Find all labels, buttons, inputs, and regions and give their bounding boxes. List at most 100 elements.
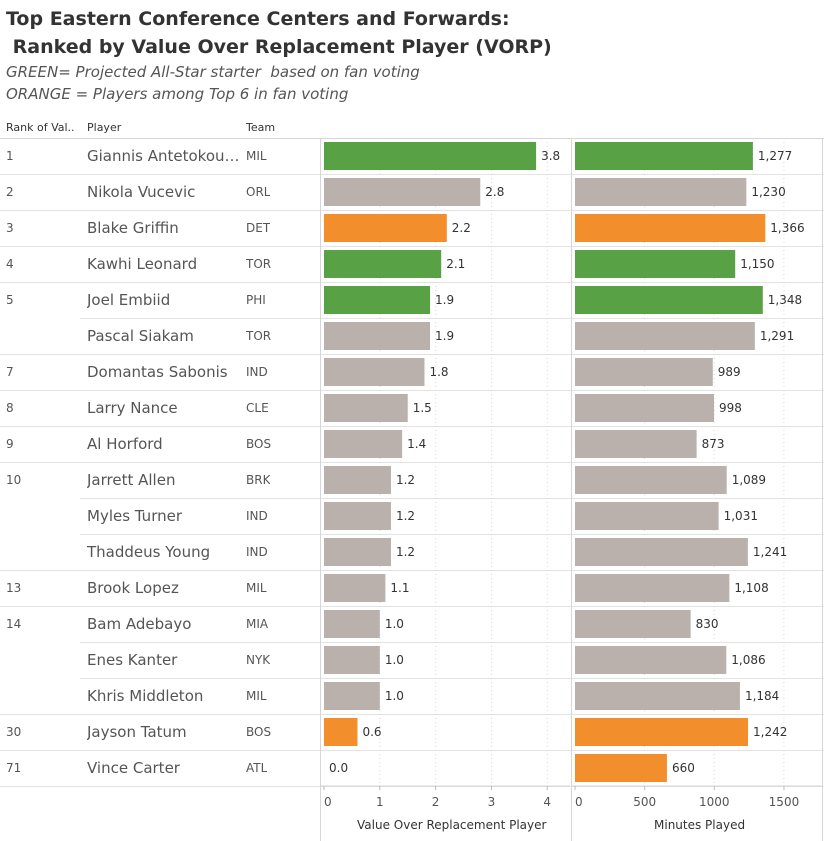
rank-cell[interactable]: 30 [6,724,22,739]
vorp-bar[interactable] [324,286,431,314]
team-code[interactable]: MIL [246,580,267,595]
minutes-bar[interactable] [575,322,755,350]
minutes-value-label: 1,348 [768,293,802,307]
vorp-bar[interactable] [324,646,380,674]
vorp-tick-label: 1 [376,795,384,809]
vorp-bar[interactable] [324,610,380,638]
vorp-bar[interactable] [324,322,431,350]
column-header-rank[interactable]: Rank of Val.. [6,121,75,134]
vorp-bar[interactable] [324,718,358,746]
vorp-bar[interactable] [324,178,481,206]
rank-cell[interactable]: 14 [6,616,22,631]
vorp-bar[interactable] [324,250,442,278]
minutes-bar[interactable] [575,250,736,278]
column-header-player[interactable]: Player [87,121,122,134]
minutes-value-label: 1,184 [745,689,779,703]
row-divider [0,714,824,715]
axis-title-minutes: Minutes Played [654,818,746,832]
vorp-tick-label: 4 [543,795,551,809]
minutes-bar[interactable] [575,646,727,674]
minutes-bar[interactable] [575,574,730,602]
rank-cell[interactable]: 4 [6,256,14,271]
rank-cell[interactable]: 2 [6,184,14,199]
team-code[interactable]: ATL [246,760,268,775]
vorp-bar[interactable] [324,358,425,386]
row-divider [80,534,824,535]
row-divider [0,426,824,427]
minutes-bar[interactable] [575,430,697,458]
row-divider [0,390,824,391]
minutes-bar[interactable] [575,394,715,422]
vorp-value-label: 1.0 [385,617,404,631]
team-code[interactable]: IND [246,544,268,559]
team-code[interactable]: PHI [246,292,266,307]
vorp-value-label: 1.0 [385,653,404,667]
minutes-bar[interactable] [575,142,753,170]
vorp-value-label: 1.5 [413,401,432,415]
minutes-bar[interactable] [575,178,747,206]
vorp-bar[interactable] [324,574,386,602]
rank-cell[interactable]: 7 [6,364,14,379]
rank-cell[interactable]: 3 [6,220,14,235]
minutes-value-label: 873 [702,437,725,451]
chart-subtitle-orange-note: ORANGE = Players among Top 6 in fan voti… [6,85,349,103]
rank-cell[interactable]: 10 [6,472,22,487]
vorp-value-label: 2.2 [452,221,471,235]
rank-cell[interactable]: 9 [6,436,14,451]
minutes-bar[interactable] [575,610,691,638]
rank-cell[interactable]: 8 [6,400,14,415]
vorp-bar[interactable] [324,394,408,422]
minutes-value-label: 1,366 [770,221,804,235]
row-divider [80,498,824,499]
rank-cell[interactable]: 1 [6,148,14,163]
vorp-value-label: 2.8 [485,185,504,199]
minutes-bar[interactable] [575,754,667,782]
vorp-tick-label: 3 [488,795,496,809]
minutes-bar[interactable] [575,502,719,530]
vorp-bar[interactable] [324,430,403,458]
vorp-bar[interactable] [324,682,380,710]
team-code[interactable]: BRK [246,472,271,487]
vorp-bar[interactable] [324,466,391,494]
team-code[interactable]: NYK [246,652,271,667]
column-header-team[interactable]: Team [246,121,276,134]
minutes-bar[interactable] [575,214,766,242]
vorp-bar[interactable] [324,142,537,170]
team-code[interactable]: MIL [246,688,267,703]
minutes-bar[interactable] [575,286,763,314]
minutes-bar[interactable] [575,538,748,566]
team-code[interactable]: BOS [246,436,272,451]
chart-subtitle-green-note: GREEN= Projected All-Star starter based … [6,63,420,81]
vorp-bar[interactable] [324,214,447,242]
row-divider [80,642,824,643]
rank-cell[interactable]: 5 [6,292,14,307]
team-code[interactable]: IND [246,364,268,379]
team-code[interactable]: ORL [246,184,271,199]
vorp-value-label: 1.2 [396,545,415,559]
team-code[interactable]: MIA [246,616,269,631]
vorp-value-label: 0.6 [362,725,381,739]
team-code[interactable]: MIL [246,148,267,163]
rank-cell[interactable]: 13 [6,580,22,595]
vorp-value-label: 2.1 [446,257,465,271]
minutes-value-label: 998 [719,401,742,415]
team-code[interactable]: TOR [246,328,272,343]
team-code[interactable]: IND [246,508,268,523]
minutes-bar[interactable] [575,358,713,386]
minutes-bar[interactable] [575,718,749,746]
team-code[interactable]: DET [246,220,271,235]
minutes-value-label: 1,150 [740,257,774,271]
minutes-value-label: 830 [696,617,719,631]
vorp-bar[interactable] [324,502,391,530]
row-divider [0,462,824,463]
team-code[interactable]: CLE [246,400,269,415]
rank-cell[interactable]: 71 [6,760,22,775]
row-divider [0,246,824,247]
axis-title-vorp: Value Over Replacement Player [357,818,547,832]
vorp-value-label: 1.9 [435,329,454,343]
team-code[interactable]: TOR [246,256,272,271]
team-code[interactable]: BOS [246,724,272,739]
vorp-bar[interactable] [324,538,391,566]
minutes-bar[interactable] [575,466,727,494]
minutes-bar[interactable] [575,682,740,710]
